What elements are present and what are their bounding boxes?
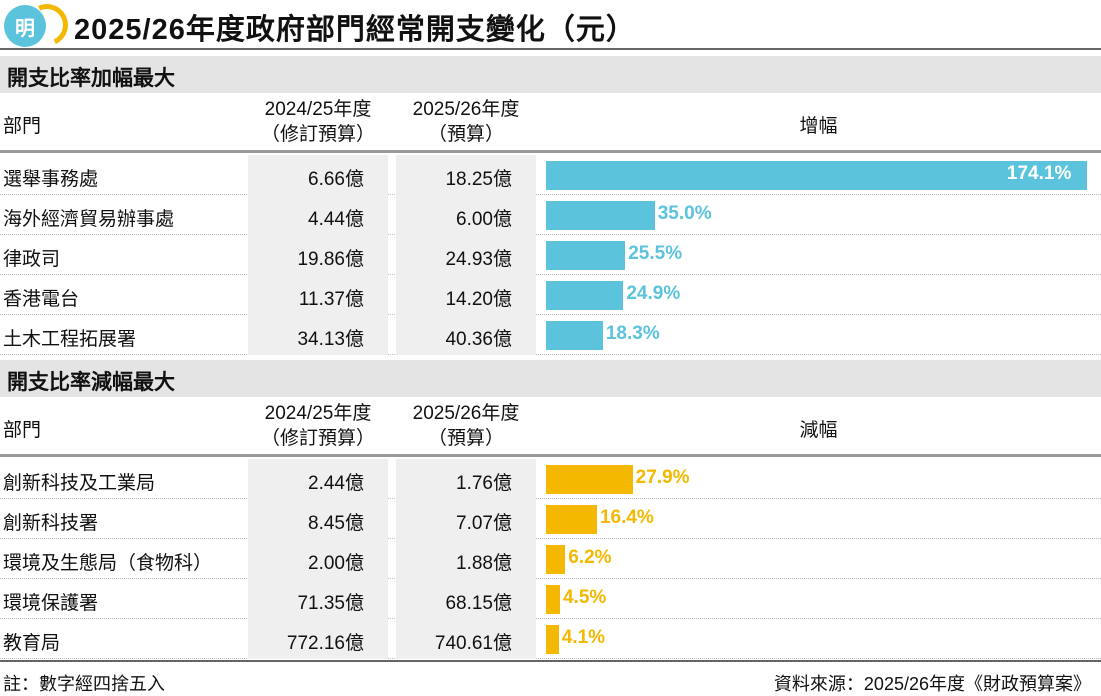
cur-value: 7.07億 — [396, 499, 536, 539]
col-cur: 2025/26年度 （預算） — [391, 97, 541, 147]
footer-note: 註：數字經四捨五入 — [3, 674, 165, 694]
footer: 註：數字經四捨五入 資料來源：2025/26年度《財政預算案》 — [0, 660, 1101, 694]
increase-section-heading: 開支比率加幅最大 — [0, 56, 1101, 93]
col-cur-line1: 2025/26年度 — [412, 99, 520, 120]
change-bar — [546, 241, 626, 270]
change-bar — [546, 281, 624, 310]
col-prev-line1: 2024/25年度 — [264, 99, 372, 120]
prev-value: 6.66億 — [248, 155, 388, 195]
title-bar: 明 2025/26年度政府部門經常開支變化（元） — [0, 0, 1101, 52]
dept-name: 創新科技署 — [3, 513, 99, 534]
footer-source: 資料來源：2025/26年度《財政預算案》 — [773, 674, 1091, 694]
decrease-section-heading: 開支比率減幅最大 — [0, 360, 1101, 397]
table-row: 選舉事務處 6.66億 18.25億 174.1% — [0, 155, 1101, 195]
col-prev-line1: 2024/25年度 — [264, 403, 372, 424]
table-row: 環境及生態局（食物科） 2.00億 1.88億 6.2% — [0, 539, 1101, 579]
cur-value: 1.76億 — [396, 459, 536, 499]
dept-name: 海外經濟貿易辦事處 — [3, 209, 175, 230]
prev-value: 2.00億 — [248, 539, 388, 579]
change-label: 4.5% — [562, 587, 607, 608]
cur-value: 18.25億 — [396, 155, 536, 195]
col-cur-line2: （預算） — [427, 124, 504, 145]
dept-name: 律政司 — [3, 249, 61, 270]
decrease-table-header: 部門 2024/25年度 （修訂預算） 2025/26年度 （預算） 減幅 — [0, 397, 1101, 457]
col-change: 增幅 — [799, 116, 838, 137]
prev-value: 772.16億 — [248, 619, 388, 659]
table-row: 創新科技及工業局 2.44億 1.76億 27.9% — [0, 459, 1101, 499]
col-change: 減幅 — [799, 420, 838, 441]
cur-value: 24.93億 — [396, 235, 536, 275]
dept-name: 香港電台 — [3, 289, 80, 310]
change-label: 18.3% — [605, 323, 660, 344]
col-dept: 部門 — [3, 116, 42, 137]
change-label: 24.9% — [626, 283, 681, 304]
change-bar — [546, 545, 566, 574]
table-row: 環境保護署 71.35億 68.15億 4.5% — [0, 579, 1101, 619]
col-dept: 部門 — [3, 420, 42, 441]
page-title: 2025/26年度政府部門經常開支變化（元） — [74, 14, 636, 46]
dept-name: 選舉事務處 — [3, 169, 99, 190]
change-bar — [546, 625, 559, 654]
change-bar — [546, 465, 633, 494]
col-prev-line2: （修訂預算） — [260, 124, 375, 145]
dept-name: 環境及生態局（食物科） — [3, 553, 213, 574]
change-bar — [546, 201, 655, 230]
col-cur-line2: （預算） — [427, 428, 504, 449]
prev-value: 34.13億 — [248, 315, 388, 355]
change-label: 6.2% — [568, 547, 612, 568]
logo: 明 — [4, 5, 46, 47]
change-label: 25.5% — [628, 243, 683, 264]
change-label: 27.9% — [635, 467, 690, 488]
table-row: 創新科技署 8.45億 7.07億 16.4% — [0, 499, 1101, 539]
cur-value: 6.00億 — [396, 195, 536, 235]
col-prev: 2024/25年度 （修訂預算） — [243, 401, 393, 451]
table-row: 海外經濟貿易辦事處 4.44億 6.00億 35.0% — [0, 195, 1101, 235]
prev-value: 2.44億 — [248, 459, 388, 499]
change-bar — [546, 161, 1087, 190]
table-row: 土木工程拓展署 34.13億 40.36億 18.3% — [0, 315, 1101, 355]
dept-name: 環境保護署 — [3, 593, 99, 614]
table-row: 律政司 19.86億 24.93億 25.5% — [0, 235, 1101, 275]
table-row: 香港電台 11.37億 14.20億 24.9% — [0, 275, 1101, 315]
change-label: 174.1% — [1006, 163, 1072, 184]
table-row: 教育局 772.16億 740.61億 4.1% — [0, 619, 1101, 659]
prev-value: 19.86億 — [248, 235, 388, 275]
cur-value: 1.88億 — [396, 539, 536, 579]
cur-value: 14.20億 — [396, 275, 536, 315]
col-prev: 2024/25年度 （修訂預算） — [243, 97, 393, 147]
change-bar — [546, 321, 603, 350]
prev-value: 4.44億 — [248, 195, 388, 235]
change-label: 35.0% — [657, 203, 712, 224]
col-cur-line1: 2025/26年度 — [412, 403, 520, 424]
change-bar — [546, 585, 560, 614]
cur-value: 68.15億 — [396, 579, 536, 619]
prev-value: 11.37億 — [248, 275, 388, 315]
dept-name: 創新科技及工業局 — [3, 473, 156, 494]
prev-value: 8.45億 — [248, 499, 388, 539]
change-bar — [546, 505, 597, 534]
change-label: 16.4% — [599, 507, 654, 528]
cur-value: 740.61億 — [396, 619, 536, 659]
col-cur: 2025/26年度 （預算） — [391, 401, 541, 451]
increase-table-header: 部門 2024/25年度 （修訂預算） 2025/26年度 （預算） 增幅 — [0, 93, 1101, 153]
dept-name: 土木工程拓展署 — [3, 329, 137, 350]
prev-value: 71.35億 — [248, 579, 388, 619]
col-prev-line2: （修訂預算） — [260, 428, 375, 449]
change-label: 4.1% — [561, 627, 606, 648]
cur-value: 40.36億 — [396, 315, 536, 355]
dept-name: 教育局 — [3, 633, 61, 654]
